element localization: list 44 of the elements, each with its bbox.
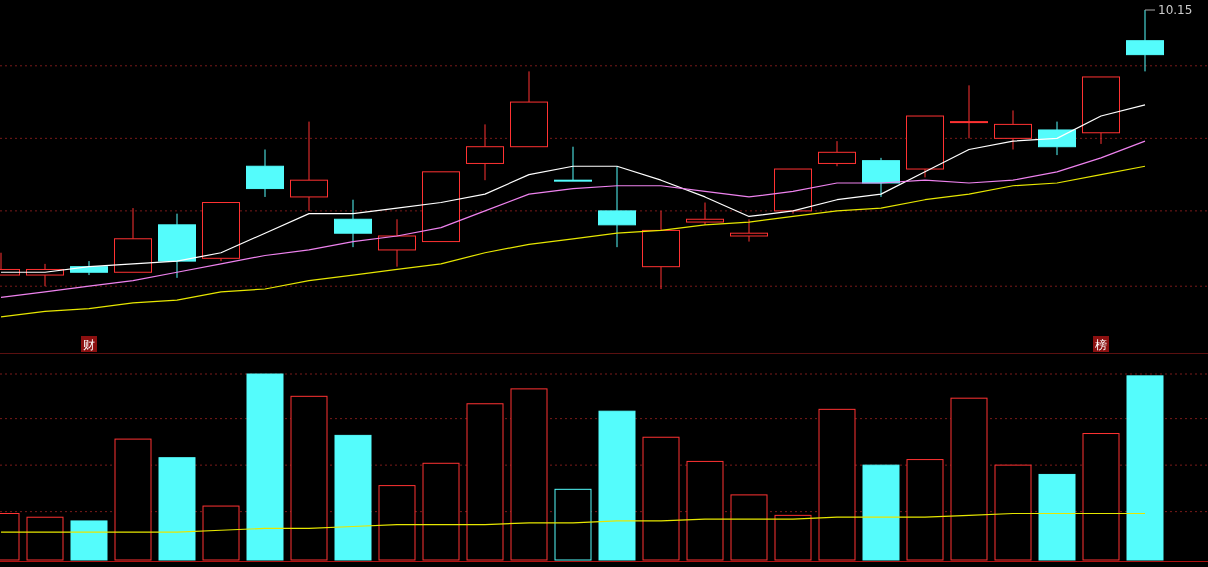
bar xyxy=(290,395,328,561)
bar xyxy=(422,462,460,561)
bar xyxy=(158,457,196,561)
candlestick xyxy=(158,213,196,279)
bar xyxy=(862,464,900,561)
bar xyxy=(994,464,1032,561)
bar xyxy=(554,488,592,561)
candlestick xyxy=(642,210,680,290)
bar xyxy=(466,403,504,561)
candlestick xyxy=(246,149,284,198)
bar xyxy=(510,388,548,561)
candlestick xyxy=(290,121,328,212)
candlestick xyxy=(70,260,108,276)
bar xyxy=(334,434,372,561)
candlestick xyxy=(1038,121,1076,156)
candlestick xyxy=(466,123,504,181)
bar xyxy=(774,514,812,561)
bar xyxy=(906,459,944,561)
candlestick xyxy=(730,218,768,243)
bar xyxy=(598,410,636,561)
candlestick xyxy=(378,218,416,268)
bar xyxy=(202,505,240,561)
candlestick xyxy=(994,109,1032,150)
bar xyxy=(246,373,284,561)
bar xyxy=(642,436,680,561)
annotation: 10.15 xyxy=(1158,3,1193,17)
bar xyxy=(114,438,152,561)
bar xyxy=(1082,433,1120,561)
candlestick xyxy=(334,199,372,248)
candlestick xyxy=(950,84,988,139)
candlestick xyxy=(818,140,856,167)
bar xyxy=(1038,473,1076,561)
bar xyxy=(1126,375,1164,561)
bar xyxy=(70,520,108,561)
bar xyxy=(686,460,724,561)
bar xyxy=(730,494,768,561)
bar xyxy=(378,485,416,561)
bar xyxy=(818,408,856,561)
candlestick xyxy=(598,165,636,248)
text: 财 xyxy=(83,338,95,352)
bar xyxy=(950,397,988,561)
candlestick xyxy=(862,157,900,198)
text: 榜 xyxy=(1095,338,1107,352)
bar xyxy=(26,516,64,561)
